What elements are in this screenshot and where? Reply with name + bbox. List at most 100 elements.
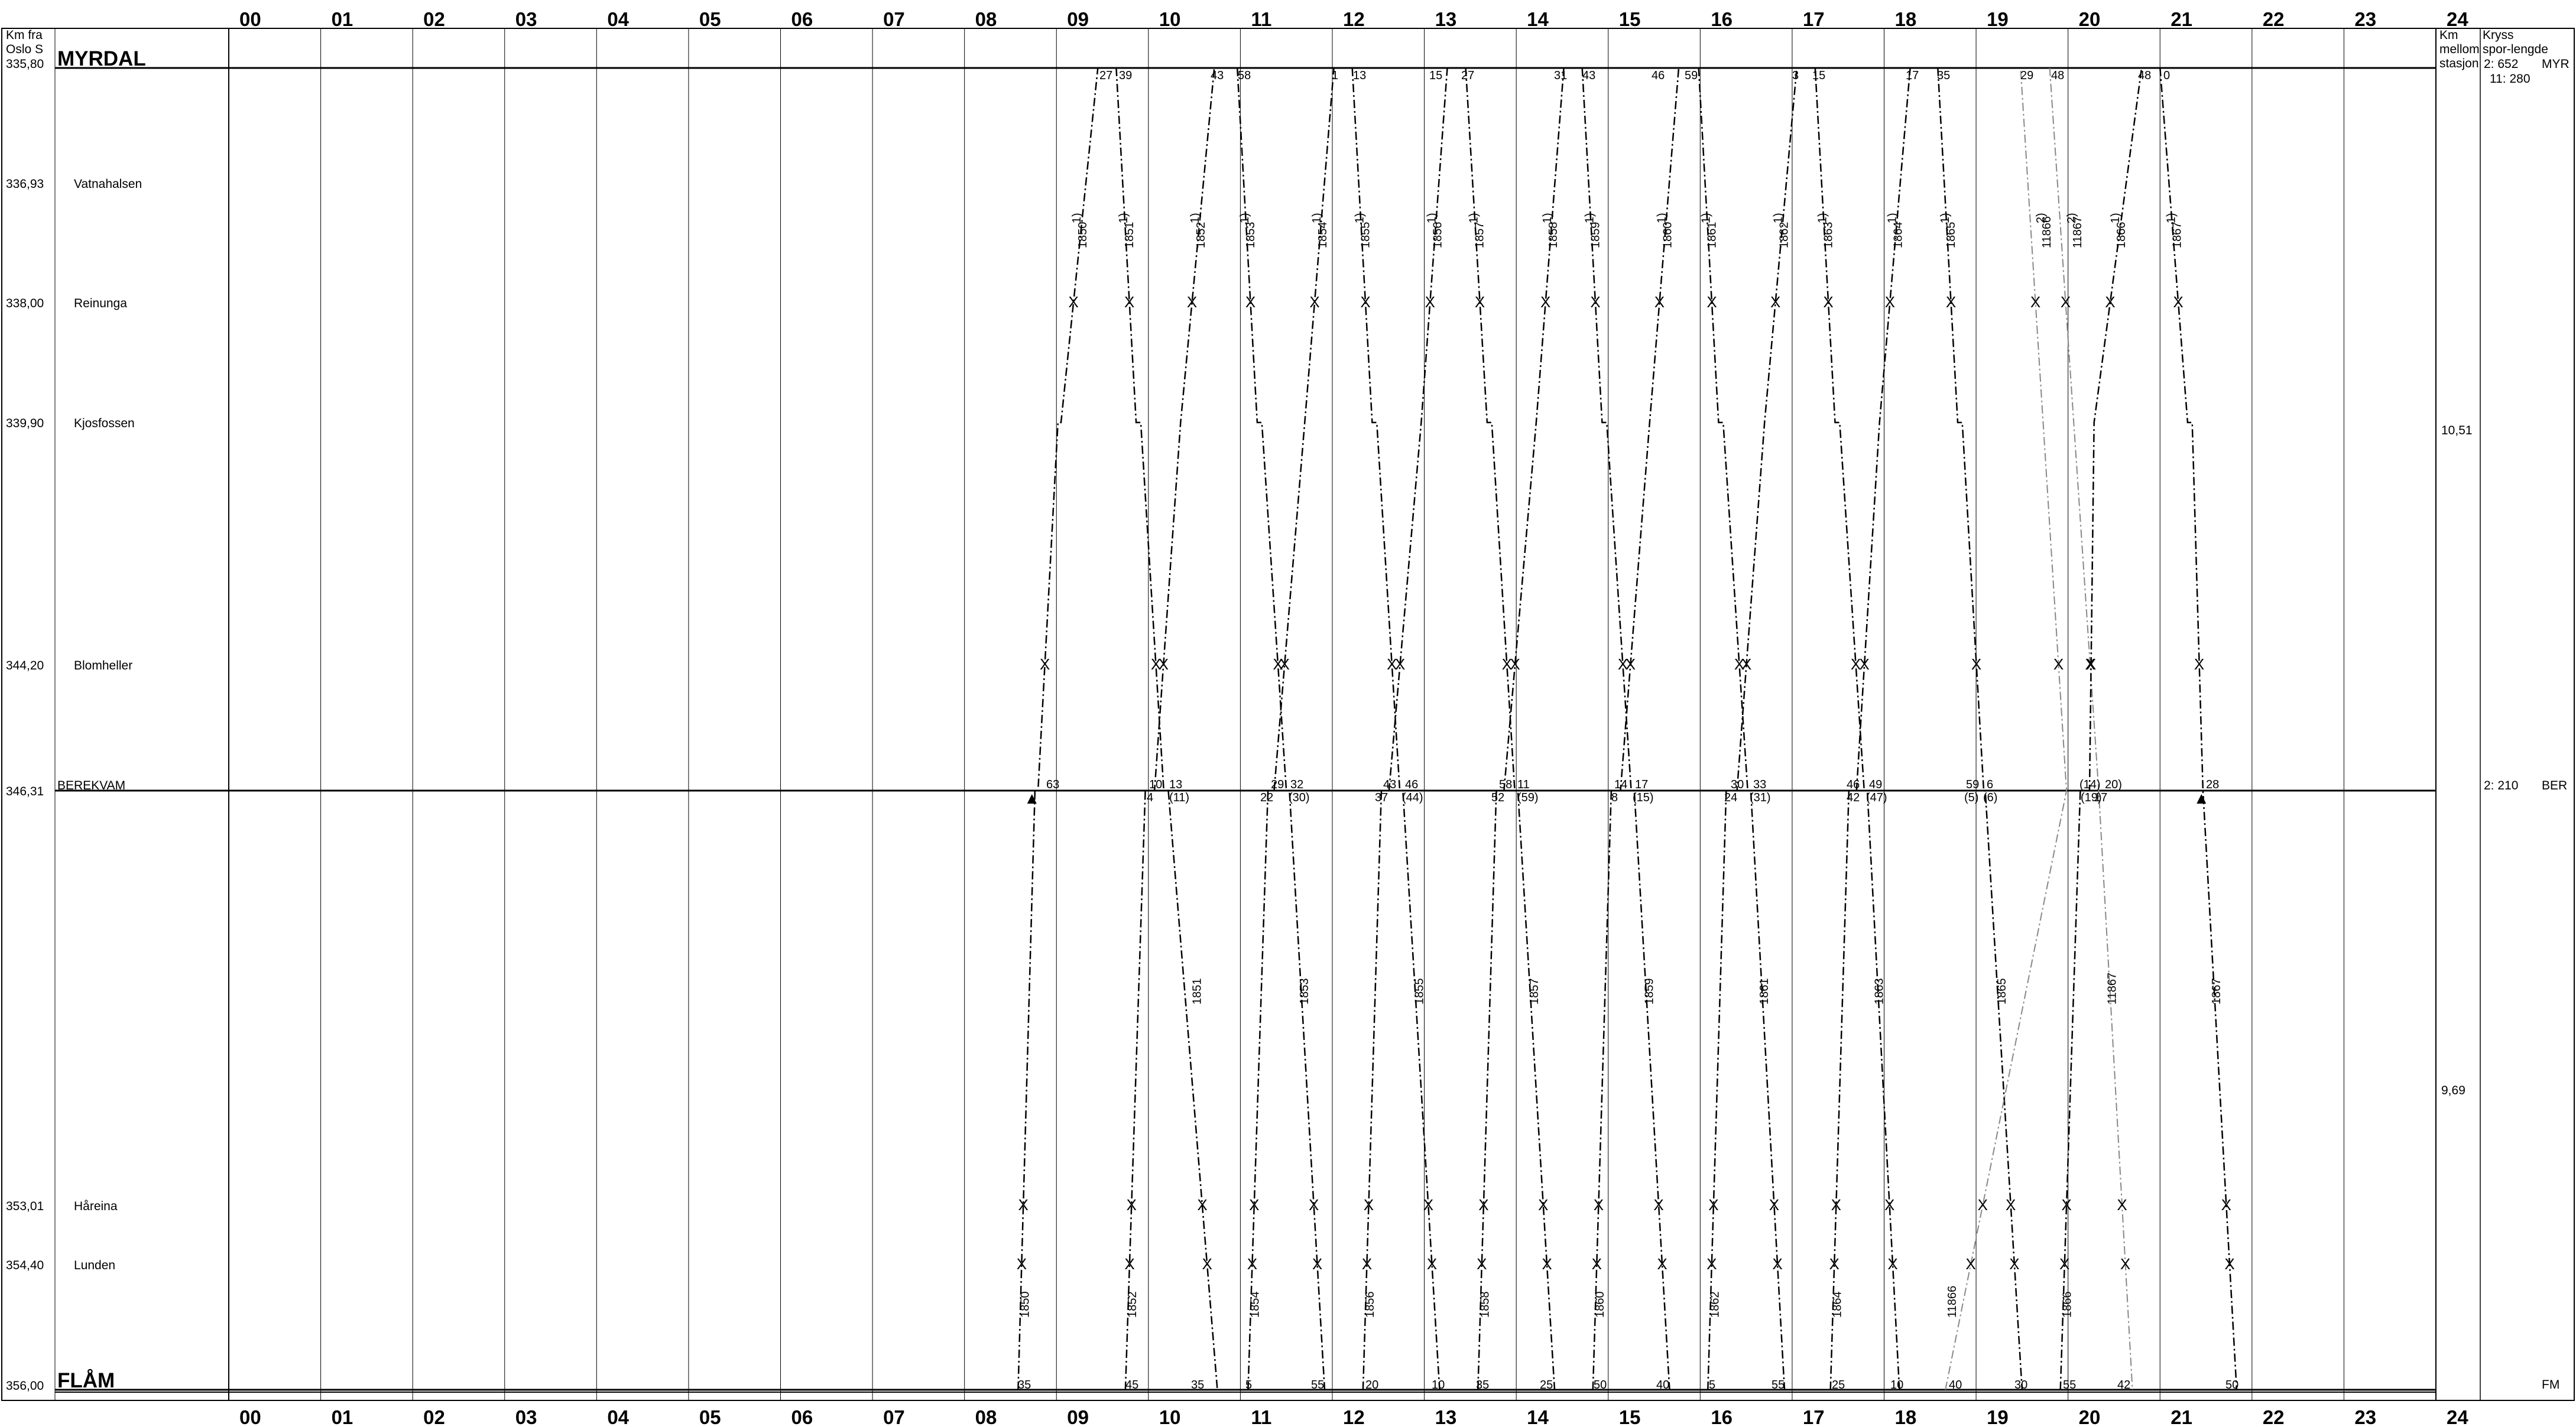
passing-marker: X: [1590, 293, 1600, 311]
train-number-label: 1852: [1126, 1292, 1139, 1318]
passing-marker: X: [1706, 1255, 1717, 1273]
passing-marker: X: [2085, 655, 2095, 673]
station-km: 346,31: [6, 785, 44, 798]
train-number-label: 1858: [1547, 222, 1560, 249]
berekvam-minute: 43: [1383, 778, 1396, 791]
train-line-1862: [1707, 67, 1798, 1390]
hour-label-top: 14: [1527, 8, 1549, 30]
section-distance: 9,69: [2441, 1084, 2465, 1097]
myrdal-minute: 59: [1685, 69, 1698, 82]
myrdal-minute: 15: [1429, 69, 1442, 82]
train-number-label: 1861: [1706, 222, 1719, 249]
hour-label-top: 07: [883, 8, 905, 30]
hour-label-top: 21: [2171, 8, 2192, 30]
train-line-1861: [1698, 67, 1786, 1390]
berekvam-minute: (47): [1866, 791, 1887, 804]
flam-minute: 35: [1476, 1379, 1489, 1392]
passing-marker: X: [1427, 1255, 1437, 1273]
passing-marker: X: [1540, 293, 1550, 311]
train-number-label: 1867: [2210, 979, 2223, 1005]
flam-minute: 10: [1890, 1379, 1903, 1392]
passing-marker: X: [1312, 1255, 1322, 1273]
flam-minute: 55: [1772, 1379, 1785, 1392]
passing-marker: X: [2086, 655, 2096, 673]
train-number-label: 1854: [1248, 1292, 1261, 1318]
passing-marker: X: [1068, 293, 1078, 311]
passing-marker: X: [1280, 655, 1290, 673]
hour-label-top: 04: [607, 8, 629, 30]
station-code: FM: [2542, 1378, 2559, 1392]
berekvam-minute: (11): [1169, 791, 1189, 804]
hour-label-bottom: 21: [2171, 1406, 2192, 1427]
crossing-triangle-icon: [1027, 794, 1037, 804]
myrdal-minute: 27: [1461, 69, 1474, 82]
passing-marker: X: [1510, 655, 1520, 673]
train-number-label: 1863: [1822, 222, 1835, 249]
hour-label-bottom: 05: [699, 1406, 721, 1427]
berekvam-minute: 49: [1869, 778, 1882, 791]
train-line-1855: [1351, 67, 1441, 1390]
crossing-track: 11: 280: [2490, 72, 2530, 86]
train-number-label: 1866: [2061, 1292, 2074, 1318]
passing-marker: X: [1734, 655, 1744, 673]
passing-marker: X: [1159, 655, 1169, 673]
berekvam-minute: 17: [1635, 778, 1648, 791]
berekvam-minute: 20): [2105, 778, 2122, 791]
berekvam-minute: 24: [1724, 791, 1737, 804]
train-number-label: 1856: [1431, 222, 1444, 249]
passing-marker: X: [1124, 1255, 1134, 1273]
station-code: BER: [2542, 779, 2567, 792]
hour-label-top: 17: [1803, 8, 1825, 30]
flam-minute: 50: [2225, 1379, 2238, 1392]
train-footnote: 1): [1238, 213, 1251, 223]
myrdal-minute: 27: [1099, 69, 1112, 82]
hour-label-bottom: 07: [883, 1406, 905, 1427]
train-number-label: 1853: [1298, 979, 1311, 1005]
flam-minute: 40: [1949, 1379, 1962, 1392]
passing-marker: X: [1706, 293, 1717, 311]
passing-marker: X: [1859, 655, 1869, 673]
flam-minute: 20: [1365, 1379, 1378, 1392]
hour-label-top: 01: [332, 8, 353, 30]
passing-marker: X: [1151, 655, 1161, 673]
hour-label-top: 06: [791, 8, 813, 30]
train-line-1858: [1477, 67, 1565, 1390]
berekvam-minute: 33: [1753, 778, 1766, 791]
train-number-label: 1855: [1413, 979, 1426, 1005]
train-footnote: 1): [1886, 213, 1899, 223]
hour-label-top: 20: [2079, 8, 2101, 30]
crossing-triangle-icon: [2197, 794, 2207, 804]
passing-marker: X: [1538, 1196, 1548, 1214]
passing-marker: X: [1478, 1196, 1488, 1214]
hour-label-bottom: 11: [1251, 1406, 1271, 1427]
station-name: Blomheller: [74, 659, 132, 672]
station-name: Reinunga: [74, 297, 127, 310]
station-km: 354,40: [6, 1259, 44, 1272]
station-name: BEREKVAM: [57, 779, 125, 792]
train-footnote: 2): [2065, 213, 2078, 223]
train-line-1865: [1937, 67, 2023, 1390]
hour-label-top: 19: [1987, 8, 2009, 30]
train-number-label: 11866: [2040, 216, 2053, 248]
myrdal-minute: 29: [2020, 69, 2033, 82]
passing-marker: X: [1040, 655, 1050, 673]
station-name: Håreina: [74, 1200, 118, 1213]
myrdal-minute: 0: [2163, 69, 2170, 82]
passing-marker: X: [1127, 1196, 1137, 1214]
train-number-label: 1850: [1018, 1292, 1031, 1318]
hour-label-top: 22: [2263, 8, 2285, 30]
passing-marker: X: [1657, 1255, 1667, 1273]
hour-label-top: 12: [1343, 8, 1365, 30]
train-number-label: 11866: [1946, 1286, 1959, 1318]
passing-marker: X: [2061, 1196, 2071, 1214]
passing-marker: X: [1971, 655, 1981, 673]
hour-label-top: 18: [1895, 8, 1917, 30]
train-number-label: 1863: [1873, 979, 1886, 1005]
passing-marker: X: [2053, 655, 2064, 673]
hour-label-bottom: 13: [1435, 1406, 1457, 1427]
berekvam-minute: 46: [1405, 778, 1418, 791]
